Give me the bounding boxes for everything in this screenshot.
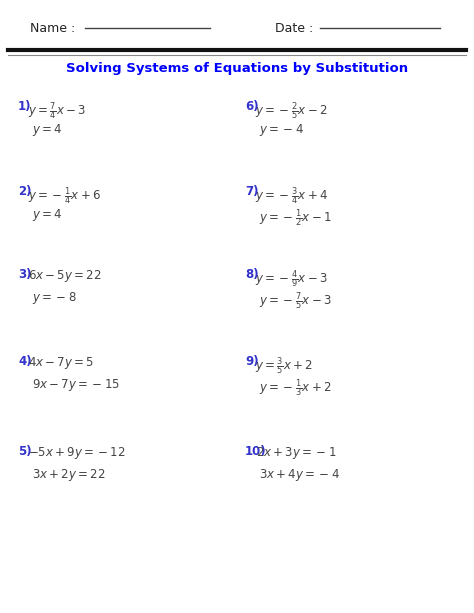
Text: $3x + 4y = -4$: $3x + 4y = -4$ — [259, 467, 340, 483]
Text: Date :: Date : — [275, 21, 313, 34]
Text: $4x - 7y = 5$: $4x - 7y = 5$ — [28, 355, 94, 371]
Text: $y = -\frac{1}{3}x + 2$: $y = -\frac{1}{3}x + 2$ — [259, 377, 331, 398]
Text: $9x - 7y = -15$: $9x - 7y = -15$ — [32, 377, 120, 393]
Text: Name :: Name : — [30, 21, 75, 34]
Text: $y = 4$: $y = 4$ — [32, 122, 63, 138]
Text: $y = -\frac{1}{2}x - 1$: $y = -\frac{1}{2}x - 1$ — [259, 207, 331, 229]
Text: 4): 4) — [18, 355, 32, 368]
Text: $y = -\frac{1}{4}x + 6$: $y = -\frac{1}{4}x + 6$ — [28, 185, 101, 207]
Text: Solving Systems of Equations by Substitution: Solving Systems of Equations by Substitu… — [66, 61, 408, 75]
Text: $y = 4$: $y = 4$ — [32, 207, 63, 223]
Text: 3): 3) — [18, 268, 31, 281]
Text: $y = -4$: $y = -4$ — [259, 122, 304, 138]
Text: $y = -\frac{7}{5}x - 3$: $y = -\frac{7}{5}x - 3$ — [259, 290, 332, 311]
Text: 1): 1) — [18, 100, 31, 113]
Text: 7): 7) — [245, 185, 258, 198]
Text: 2): 2) — [18, 185, 31, 198]
Text: $y = \frac{7}{4}x - 3$: $y = \frac{7}{4}x - 3$ — [28, 100, 86, 122]
Text: $y = \frac{3}{5}x + 2$: $y = \frac{3}{5}x + 2$ — [255, 355, 313, 377]
Text: $y = -8$: $y = -8$ — [32, 290, 77, 306]
Text: 9): 9) — [245, 355, 259, 368]
Text: $y = -\frac{3}{4}x + 4$: $y = -\frac{3}{4}x + 4$ — [255, 185, 328, 207]
Text: 5): 5) — [18, 445, 32, 458]
Text: $y = -\frac{4}{9}x - 3$: $y = -\frac{4}{9}x - 3$ — [255, 268, 328, 290]
Text: 8): 8) — [245, 268, 259, 281]
Text: $3x + 2y = 22$: $3x + 2y = 22$ — [32, 467, 106, 483]
Text: $-5x + 9y = -12$: $-5x + 9y = -12$ — [28, 445, 126, 461]
Text: $2x + 3y = -1$: $2x + 3y = -1$ — [256, 445, 337, 461]
Text: 10): 10) — [245, 445, 266, 458]
Text: $6x - 5y = 22$: $6x - 5y = 22$ — [28, 268, 101, 284]
Text: 6): 6) — [245, 100, 259, 113]
Text: $y = -\frac{2}{5}x - 2$: $y = -\frac{2}{5}x - 2$ — [255, 100, 328, 122]
